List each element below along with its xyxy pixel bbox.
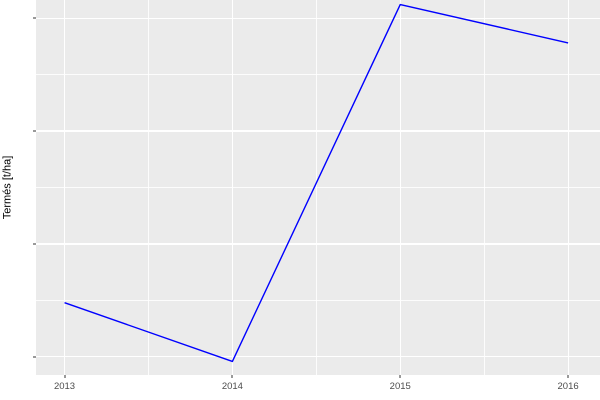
y-axis-title-label: Termés [t/ha]	[1, 155, 14, 220]
y-axis-title: Termés [t/ha]	[0, 0, 16, 375]
gridline-vertical-major	[399, 0, 401, 375]
x-tick-label: 2014	[221, 381, 243, 392]
gridline-horizontal-major	[36, 356, 600, 358]
x-tick-label: 2016	[557, 381, 579, 392]
gridline-vertical-major	[63, 0, 66, 375]
x-tick-mark	[567, 375, 569, 378]
gridline-horizontal-minor	[36, 74, 600, 75]
series-line-termes	[64, 3, 569, 363]
x-tick-mark	[399, 375, 401, 378]
y-tick-mark	[33, 243, 36, 245]
plot-panel	[36, 0, 600, 375]
gridline-vertical-minor	[316, 0, 317, 375]
x-tick-label: 2013	[53, 381, 76, 392]
y-tick-mark	[33, 356, 36, 358]
gridline-horizontal-minor	[36, 300, 600, 301]
gridline-horizontal-major	[36, 130, 600, 132]
series-layer	[64, 3, 569, 363]
gridline-vertical-major	[567, 0, 569, 375]
gridline-horizontal-major	[36, 17, 600, 19]
x-tick-mark	[231, 375, 233, 378]
x-tick-mark	[64, 375, 66, 378]
x-tick-label: 2015	[389, 381, 411, 392]
y-tick-mark	[33, 130, 36, 132]
gridline-vertical-minor	[148, 0, 149, 375]
gridline-horizontal-major	[36, 243, 600, 245]
gridline-vertical-major	[231, 0, 233, 375]
gridline-horizontal-minor	[36, 187, 600, 188]
gridline-vertical-minor	[483, 0, 485, 375]
y-tick-mark	[33, 17, 36, 19]
